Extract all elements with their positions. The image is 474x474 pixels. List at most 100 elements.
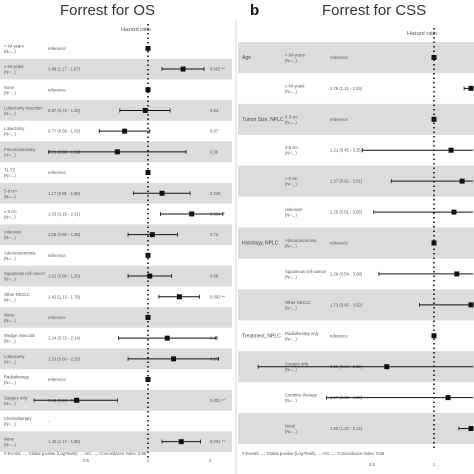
row-n-label: (N=...) <box>285 120 297 125</box>
row-hr-label: 0.77 (0.58 - 1.02) <box>48 129 81 134</box>
row-p-label: 0.002 ** <box>210 67 225 72</box>
row-hr-label: 1.29 (0.54 - 3.08) <box>330 271 363 276</box>
row-hr-label: 1.45 (1.17 - 1.80) <box>48 439 81 444</box>
row-group-label: Treatment, NPLC <box>242 333 281 339</box>
row-n-label: (N=...) <box>4 214 16 219</box>
row-group-label: Lobectomy resection <box>4 105 43 110</box>
row-hr-label: 1.33 (0.80 - 2.20) <box>48 356 81 361</box>
row-n-label: (N=...) <box>4 235 16 240</box>
hr-point <box>178 439 184 445</box>
row-p-label: 0.38 <box>210 149 219 154</box>
row-level-label: < 64 years <box>285 52 305 57</box>
hr-point <box>431 54 437 60</box>
row-n-label: (N=...) <box>4 380 16 385</box>
row-group-label: Radiotherapy <box>4 375 30 380</box>
row-hr-label: reference <box>330 333 348 338</box>
row-n-label: (N=...) <box>285 398 297 403</box>
row-n-label: (N=...) <box>4 359 16 364</box>
hr-point <box>459 178 465 184</box>
row-hr-label: 1.21 (0.45 - 3.25) <box>330 148 363 153</box>
row-group-label: Adenocarcinoma <box>4 250 36 255</box>
row-group-label: Lobectomy <box>4 126 25 131</box>
x-tick-label: 2 <box>209 458 212 463</box>
row-group-label: Squamous cell cancer <box>4 271 46 276</box>
hr-point <box>176 294 182 300</box>
row-n-label: (N=...) <box>285 58 297 63</box>
row-n-label: (N=...) <box>285 305 297 310</box>
hr-point <box>171 356 177 362</box>
hr-point <box>468 85 474 91</box>
row-hr-label: reference <box>330 241 348 246</box>
row-n-label: (N=...) <box>4 318 16 323</box>
row-hr-label: 1.75 (1.21 - 2.53) <box>330 86 363 91</box>
row-group-label: Chemotherapy <box>4 416 32 421</box>
row-n-label: (N=...) <box>4 297 16 302</box>
row-hr-label: reference <box>330 55 348 60</box>
x-tick-label: 0.5 <box>83 458 89 463</box>
row-p-label: 0.84 <box>210 108 219 113</box>
row-shade <box>0 265 232 287</box>
row-n-label: (N=...) <box>285 367 297 372</box>
row-group-label: ≥ 8 cm <box>4 209 17 214</box>
row-level-label: Adenocarcinoma <box>285 238 317 243</box>
row-shade <box>238 42 474 73</box>
row-shade <box>0 182 232 204</box>
row-group-label: None <box>4 312 15 317</box>
row-n-label: (N=...) <box>285 429 297 434</box>
row-level-label: 3-5 cm <box>285 145 298 150</box>
row-level-label: Squamous cell cancer <box>285 269 327 274</box>
row-hr-label: reference <box>48 46 66 51</box>
footnote: # Events: ...; Global p-value (Log-Rank)… <box>242 451 385 456</box>
row-hr-label: reference <box>48 377 66 382</box>
hr-point <box>431 240 437 246</box>
row-shade <box>0 348 232 370</box>
hr-point <box>145 45 151 51</box>
row-n-label: (N=...) <box>285 89 297 94</box>
row-n-label: (N=...) <box>4 111 16 116</box>
row-group-label: None <box>4 437 15 442</box>
row-group-label: Surgery only <box>4 395 28 400</box>
row-hr-label: 1.73 (0.85 - 3.52) <box>330 302 363 307</box>
hr-point <box>431 333 437 339</box>
row-hr-label: 1.17 (0.85 - 1.60) <box>48 191 81 196</box>
hr-point <box>159 190 165 196</box>
row-group-label: None <box>4 85 15 90</box>
row-p-label: 0.88 <box>210 274 219 279</box>
hr-point <box>445 395 451 401</box>
hr-point <box>189 211 195 217</box>
panel-b-title: Forrest for CSS <box>322 2 427 19</box>
hr-point <box>122 128 128 134</box>
x-tick-label: 0.5 <box>369 462 375 467</box>
row-hr-label: reference <box>48 87 66 92</box>
row-n-label: (N=...) <box>285 244 297 249</box>
row-hr-label: 0.97 (0.73 - 1.28) <box>48 108 81 113</box>
row-n-label: (N=...) <box>285 274 297 279</box>
row-level-label: Surgery only <box>285 362 309 367</box>
row-n-label: (N=...) <box>4 70 16 75</box>
hr-point <box>468 302 474 308</box>
row-group-label: T1-T2 <box>4 168 16 173</box>
row-shade <box>0 100 232 121</box>
row-hr-label: reference <box>48 315 66 320</box>
row-hr-label: 1.63 (1.15 - 2.31) <box>48 211 81 216</box>
hr-point <box>448 147 454 153</box>
row-n-label: (N=...) <box>4 132 16 137</box>
hr-point <box>180 66 186 72</box>
row-n-label: (N=...) <box>285 213 297 218</box>
row-level-label: ≥ 8 cm <box>285 176 298 181</box>
row-hr-label: 1.25 (0.51 - 3.05) <box>330 210 363 215</box>
row-shade <box>0 58 232 80</box>
hr-point <box>149 232 155 238</box>
row-p-label: 0.72 <box>210 232 219 237</box>
hr-point <box>145 87 151 93</box>
hr-point <box>145 252 151 258</box>
hr-point <box>384 364 390 370</box>
row-hr-label: 1.68 (1.32 - 2.14) <box>330 426 363 431</box>
row-n-label: (N=...) <box>4 194 16 199</box>
x-tick-label: 1 <box>147 458 150 463</box>
hr-point <box>142 107 148 113</box>
row-n-label: (N=...) <box>4 90 16 95</box>
row-p-label: 0.07 <box>210 129 219 134</box>
row-shade <box>0 307 232 328</box>
